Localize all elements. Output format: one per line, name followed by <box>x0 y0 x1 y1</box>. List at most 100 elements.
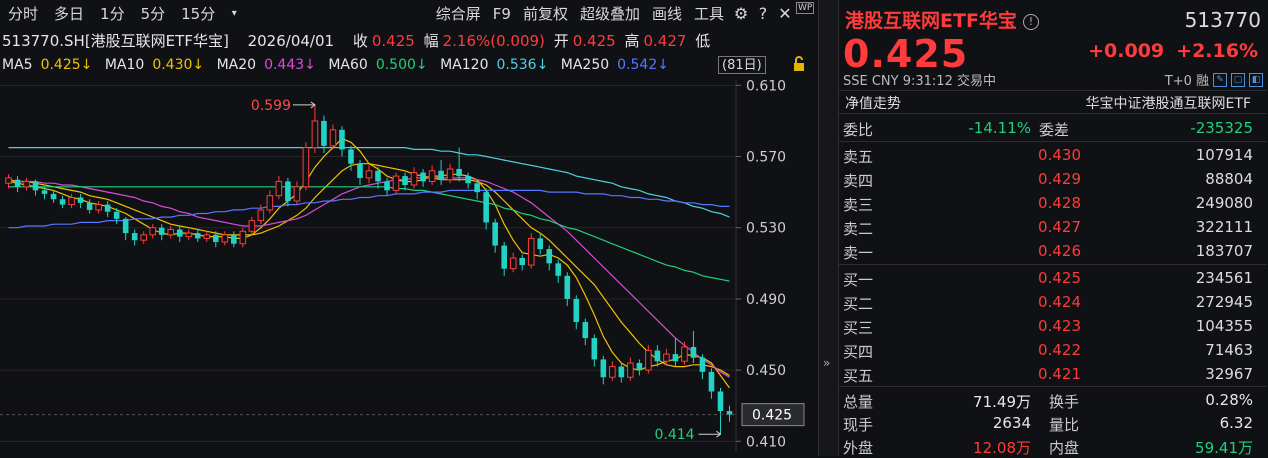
bid-price: 0.423 <box>1038 317 1081 335</box>
candle-body <box>257 209 265 222</box>
draw-line-button[interactable]: 画线 <box>651 5 682 23</box>
ask-row-2[interactable]: 卖二 0.427 322111 <box>839 215 1267 239</box>
candle-body <box>357 163 363 178</box>
lock-icon[interactable] <box>792 56 810 74</box>
turnover-value: 0.28% <box>1205 391 1253 409</box>
price-change: +0.009 +2.16% <box>1076 40 1258 62</box>
forward-adjust-button[interactable]: 前复权 <box>522 5 568 23</box>
bid-row-2[interactable]: 买二 0.424 272945 <box>839 290 1267 314</box>
ma250-label: MA250 <box>560 57 610 73</box>
candle-body <box>663 353 670 362</box>
f9-button[interactable]: F9 <box>492 5 511 23</box>
last-price: 0.425 <box>843 32 969 76</box>
candle-body <box>456 168 462 177</box>
nav-trend-link[interactable]: 净值走势 <box>845 96 901 112</box>
ma-legend: MA5 0.425↓ MA10 0.430↓ MA20 0.443↓ MA60 0.50… <box>2 54 816 76</box>
turnover-label: 换手 <box>1049 393 1080 411</box>
ma60-label: MA60 <box>328 57 368 73</box>
tab-1min[interactable]: 1分 <box>100 5 125 23</box>
candle-body <box>329 129 337 147</box>
ask-row-3[interactable]: 卖三 0.428 249080 <box>839 191 1267 215</box>
bid-row-4[interactable]: 买四 0.422 71463 <box>839 338 1267 362</box>
candle-body <box>410 172 418 186</box>
candle-body <box>158 227 165 235</box>
candle-body <box>402 176 408 186</box>
tab-multiday[interactable]: 多日 <box>54 5 85 23</box>
candle-body <box>231 234 237 244</box>
candle-body <box>104 204 111 212</box>
bid-volume: 104355 <box>1195 317 1253 335</box>
candle-body <box>392 175 400 191</box>
period-badge[interactable]: (81日) <box>718 56 766 74</box>
tab-5min[interactable]: 5分 <box>140 5 166 23</box>
bid-label: 买三 <box>843 319 874 337</box>
ask-row-4[interactable]: 卖四 0.429 88804 <box>839 167 1267 191</box>
super-overlay-button[interactable]: 超级叠加 <box>579 5 640 23</box>
amp-label: 幅 <box>423 32 439 50</box>
kline-chart[interactable]: 0.610 0.570 0.530 0.490 0.450 0.410 0.425 0.599… <box>0 80 816 456</box>
tab-timeshare[interactable]: 分时 <box>8 5 39 23</box>
panel-divider[interactable]: » <box>818 0 838 456</box>
open-value: 0.425 <box>572 32 616 50</box>
y-tick-label: 0.530 <box>746 221 786 237</box>
ma20-label: MA20 <box>216 57 257 73</box>
y-tick-label: 0.610 <box>746 80 786 94</box>
ask-price: 0.430 <box>1038 146 1081 164</box>
candle-body <box>23 180 30 188</box>
ma120-line <box>8 146 730 218</box>
candle-body <box>348 149 354 164</box>
pin-icon[interactable]: ◧ <box>1249 72 1263 87</box>
max-annot-arrowhead <box>310 101 316 109</box>
candle-body <box>474 183 480 193</box>
candle-body <box>527 237 535 266</box>
ask-row-5[interactable]: 卖五 0.430 107914 <box>839 143 1267 167</box>
ma10-value: 0.430↓ <box>152 57 205 73</box>
ask-label: 卖三 <box>843 196 874 214</box>
ask-row-1[interactable]: 卖一 0.426 183707 <box>839 239 1267 263</box>
edit-icon[interactable]: ✎ <box>1213 72 1227 87</box>
tools-button[interactable]: 工具 <box>693 5 724 23</box>
bid-price: 0.422 <box>1038 341 1081 359</box>
info-circle-icon[interactable]: ! <box>1022 14 1039 30</box>
ask-price: 0.428 <box>1038 194 1081 212</box>
inner-volume-label: 内盘 <box>1049 439 1080 457</box>
bid-volume: 272945 <box>1195 293 1253 311</box>
min-annot-label: 0.414 <box>654 427 694 443</box>
candle-body <box>618 366 625 378</box>
composite-screen-button[interactable]: 综合屏 <box>435 5 481 23</box>
candle-body <box>420 172 426 182</box>
window-icon[interactable]: ▢ <box>1231 72 1245 87</box>
candle-body <box>167 229 175 236</box>
candle-body <box>339 129 345 150</box>
total-volume-label: 总量 <box>843 393 874 411</box>
help-icon[interactable]: ? <box>758 4 768 23</box>
bid-price: 0.425 <box>1038 269 1081 287</box>
bid-label: 买一 <box>843 271 874 289</box>
inner-volume-value: 59.41万 <box>1195 439 1253 457</box>
candle-body <box>95 204 102 211</box>
ma250-line <box>8 189 730 229</box>
bid-row-1[interactable]: 买一 0.425 234561 <box>839 266 1267 290</box>
wp-badge-icon: WP <box>796 2 815 14</box>
toolbar-right: 综合屏 F9 前复权 超级叠加 画线 工具 ⚙ ? ✕ <box>430 0 816 28</box>
divider-line <box>839 386 1267 387</box>
candle-body <box>726 411 733 415</box>
gear-icon[interactable]: ⚙ <box>733 4 749 23</box>
change-percent: +2.16% <box>1176 40 1258 62</box>
candle-body <box>438 170 444 180</box>
current-price-label: 0.425 <box>752 408 792 424</box>
bid-row-3[interactable]: 买三 0.423 104355 <box>839 314 1267 338</box>
total-volume-value: 71.49万 <box>973 393 1031 411</box>
tab-15min[interactable]: 15分 <box>181 5 216 23</box>
caret-down-icon[interactable]: ▾ <box>231 8 237 19</box>
quote-title-row: 港股互联网ETF华宝! 513770 <box>845 6 1265 32</box>
ask-volume: 322111 <box>1195 218 1253 236</box>
volume-ratio-label: 量比 <box>1049 416 1080 434</box>
ask-label: 卖二 <box>843 220 874 238</box>
close-icon[interactable]: ✕ <box>778 4 792 23</box>
bid-row-5[interactable]: 买五 0.421 32967 <box>839 362 1267 386</box>
chevron-right-icon[interactable]: » <box>823 356 831 370</box>
candle-body <box>384 181 390 191</box>
nav-row: 净值走势 华宝中证港股通互联网ETF <box>839 90 1267 112</box>
bid-volume: 32967 <box>1205 365 1253 383</box>
